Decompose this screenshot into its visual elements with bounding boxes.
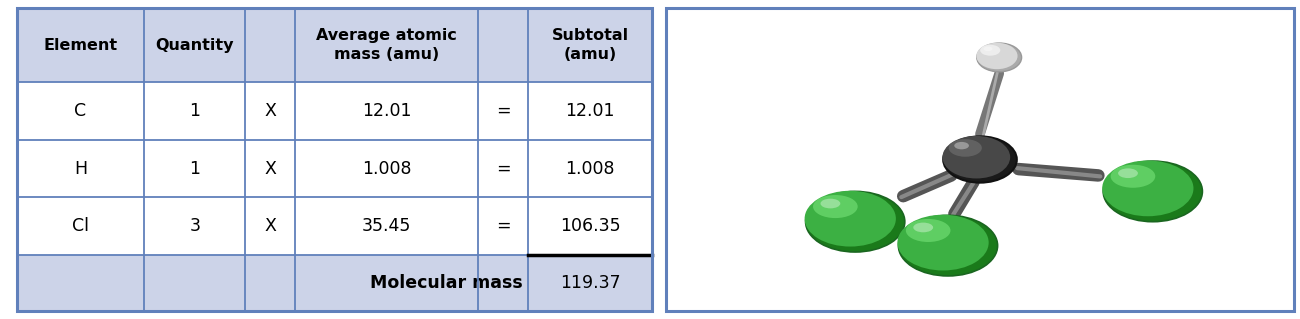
Text: X: X [264, 160, 276, 178]
Ellipse shape [806, 191, 905, 252]
Ellipse shape [976, 43, 1018, 69]
Ellipse shape [980, 45, 1000, 56]
Text: Subtotal
(amu): Subtotal (amu) [551, 28, 629, 62]
Text: X: X [264, 102, 276, 120]
Text: 1: 1 [190, 102, 200, 120]
Ellipse shape [906, 219, 950, 242]
Text: 119.37: 119.37 [560, 274, 620, 292]
Bar [17, 82, 651, 140]
Bar [17, 255, 651, 311]
Ellipse shape [976, 43, 1022, 72]
Ellipse shape [812, 195, 858, 218]
Text: Cl: Cl [72, 217, 88, 235]
Text: Element: Element [43, 38, 117, 53]
Text: 1.008: 1.008 [566, 160, 615, 178]
Text: Quantity: Quantity [156, 38, 234, 53]
Ellipse shape [914, 223, 933, 232]
Text: C: C [74, 102, 87, 120]
Text: 12.01: 12.01 [566, 102, 615, 120]
Bar [17, 197, 651, 255]
Text: X: X [264, 217, 276, 235]
Ellipse shape [942, 136, 1010, 178]
Text: 1.008: 1.008 [361, 160, 411, 178]
Ellipse shape [944, 137, 1017, 182]
Text: 106.35: 106.35 [560, 217, 620, 235]
Text: 3: 3 [190, 217, 200, 235]
Bar [17, 140, 651, 197]
Ellipse shape [1118, 168, 1138, 178]
Ellipse shape [954, 142, 968, 149]
Ellipse shape [898, 215, 997, 276]
Ellipse shape [897, 215, 989, 271]
Ellipse shape [805, 191, 896, 247]
Ellipse shape [984, 47, 992, 51]
Text: 1: 1 [190, 160, 200, 178]
Text: Average atomic
mass (amu): Average atomic mass (amu) [316, 28, 458, 62]
Ellipse shape [1110, 165, 1156, 188]
Text: Molecular mass: Molecular mass [370, 274, 523, 292]
Text: 12.01: 12.01 [361, 102, 411, 120]
Ellipse shape [949, 139, 982, 157]
Text: =: = [495, 102, 511, 120]
Bar [17, 8, 651, 82]
Text: =: = [495, 217, 511, 235]
Ellipse shape [1102, 160, 1193, 216]
Ellipse shape [1104, 161, 1203, 222]
Text: H: H [74, 160, 87, 178]
Text: =: = [495, 160, 511, 178]
Ellipse shape [820, 199, 840, 208]
Text: 35.45: 35.45 [361, 217, 411, 235]
